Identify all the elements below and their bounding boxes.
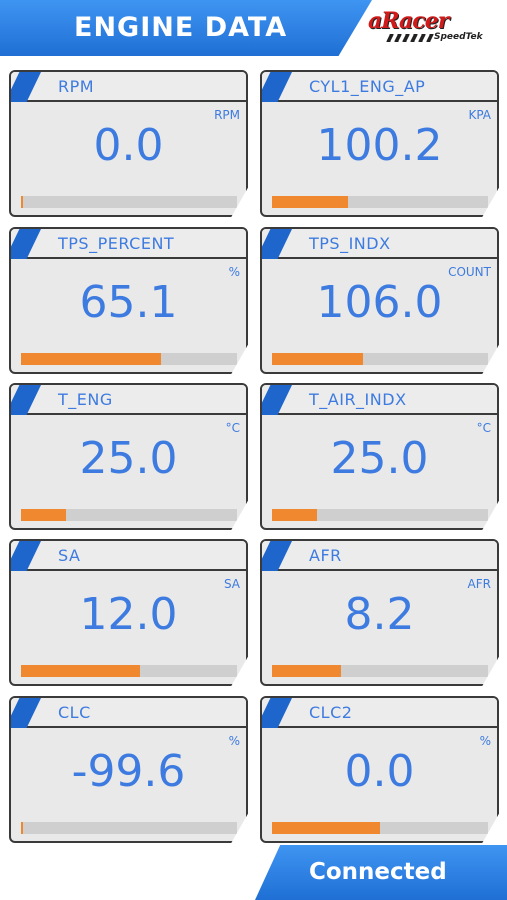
gauge-unit: % <box>228 265 240 279</box>
gauge-unit: °C <box>225 421 240 435</box>
gauge-value: 0.0 <box>344 746 415 797</box>
gauge-bar-fill <box>21 353 161 365</box>
gauge-bar-track <box>272 353 488 365</box>
gauge-label: SA <box>58 546 81 565</box>
gauge-stripe-icon <box>11 385 41 415</box>
gauge-label: RPM <box>58 77 95 96</box>
gauge-header: TPS_INDX <box>262 229 497 259</box>
gauge-card-tps-indx[interactable]: TPS_INDX COUNT 106.0 <box>260 227 499 374</box>
logo-main-text: aRacer <box>368 8 449 34</box>
gauge-card-rpm[interactable]: RPM RPM 0.0 <box>9 70 248 217</box>
gauge-bar-track <box>21 196 237 208</box>
brand-logo: aRacer SpeedTek <box>368 8 506 46</box>
gauge-bar-track <box>21 353 237 365</box>
gauge-card-clc[interactable]: CLC% -99.6 <box>9 696 248 843</box>
gauge-label: TPS_INDX <box>309 234 391 253</box>
gauge-value: 106.0 <box>316 277 443 328</box>
gauge-header: CYL1_ENG_AP <box>262 72 497 102</box>
gauge-bar-track <box>21 665 237 677</box>
logo-sub-text: SpeedTek <box>434 32 483 42</box>
gauge-stripe-icon <box>262 541 292 571</box>
gauge-bar-track <box>272 196 488 208</box>
gauge-value: 25.0 <box>330 433 429 484</box>
gauge-label: TPS_PERCENT <box>58 234 175 253</box>
gauge-bar-fill <box>272 196 348 208</box>
gauge-header: T_AIR_INDX <box>262 385 497 415</box>
page-title: ENGINE DATA <box>74 12 288 43</box>
gauge-header: SA <box>11 541 246 571</box>
gauge-unit: RPM <box>214 108 240 122</box>
gauge-header: TPS_PERCENT <box>11 229 246 259</box>
gauge-header: CLC <box>11 698 246 728</box>
gauge-card-sa[interactable]: SA SA 12.0 <box>9 539 248 686</box>
gauge-header: RPM <box>11 72 246 102</box>
gauge-bar-fill <box>272 822 380 834</box>
gauge-bar-track <box>272 509 488 521</box>
gauge-value: 0.0 <box>93 120 164 171</box>
gauge-card-afr[interactable]: AFR AFR 8.2 <box>260 539 499 686</box>
gauge-card-clc2[interactable]: CLC2% 0.0 <box>260 696 499 843</box>
connection-status-label: Connected <box>309 859 447 885</box>
gauge-unit: % <box>228 734 240 748</box>
gauge-bar-fill <box>21 665 140 677</box>
gauge-header: CLC2 <box>262 698 497 728</box>
gauge-card-t-air-indx[interactable]: T_AIR_INDX °C 25.0 <box>260 383 499 530</box>
gauge-label: CLC <box>58 703 91 722</box>
gauge-stripe-icon <box>11 229 41 259</box>
gauge-label: T_ENG <box>58 390 113 409</box>
gauge-label: CLC2 <box>309 703 353 722</box>
gauge-stripe-icon <box>11 72 41 102</box>
gauge-card-cyl1-eng-ap[interactable]: CYL1_ENG_AP KPA 100.2 <box>260 70 499 217</box>
gauge-unit: SA <box>223 577 240 591</box>
gauge-header: AFR <box>262 541 497 571</box>
gauge-bar-track <box>21 509 237 521</box>
gauge-stripe-icon <box>262 229 292 259</box>
gauge-stripe-icon <box>262 385 292 415</box>
gauge-value: 100.2 <box>316 120 443 171</box>
gauge-value: -99.6 <box>71 746 186 797</box>
gauge-stripe-icon <box>11 698 41 728</box>
gauge-bar-fill <box>21 509 66 521</box>
gauge-bar-fill <box>21 196 23 208</box>
gauge-bar-fill <box>272 353 363 365</box>
header-banner <box>0 0 372 56</box>
connection-status-button[interactable]: Connected <box>255 845 507 900</box>
app-header: ENGINE DATA aRacer SpeedTek <box>0 0 507 56</box>
gauge-header: T_ENG <box>11 385 246 415</box>
gauge-card-t-eng[interactable]: T_ENG °C 25.0 <box>9 383 248 530</box>
gauge-bar-fill <box>272 509 317 521</box>
gauge-bar-fill <box>272 665 341 677</box>
gauge-label: T_AIR_INDX <box>309 390 407 409</box>
gauge-label: CYL1_ENG_AP <box>309 77 426 96</box>
gauge-value: 8.2 <box>344 589 415 640</box>
gauge-bar-track <box>272 665 488 677</box>
gauge-unit: COUNT <box>448 265 491 279</box>
gauge-value: 25.0 <box>79 433 178 484</box>
gauge-unit: % <box>479 734 491 748</box>
gauge-unit: AFR <box>467 577 491 591</box>
gauge-unit: KPA <box>468 108 491 122</box>
gauge-stripe-icon <box>262 698 292 728</box>
gauge-bar-track <box>272 822 488 834</box>
checkered-flag-icon <box>386 34 434 42</box>
gauge-value: 65.1 <box>79 277 178 328</box>
gauge-card-tps-percent[interactable]: TPS_PERCENT% 65.1 <box>9 227 248 374</box>
gauge-stripe-icon <box>11 541 41 571</box>
gauge-bar-fill <box>21 822 23 834</box>
gauge-bar-track <box>21 822 237 834</box>
gauge-label: AFR <box>309 546 342 565</box>
gauge-value: 12.0 <box>79 589 178 640</box>
gauge-stripe-icon <box>262 72 292 102</box>
gauge-unit: °C <box>476 421 491 435</box>
